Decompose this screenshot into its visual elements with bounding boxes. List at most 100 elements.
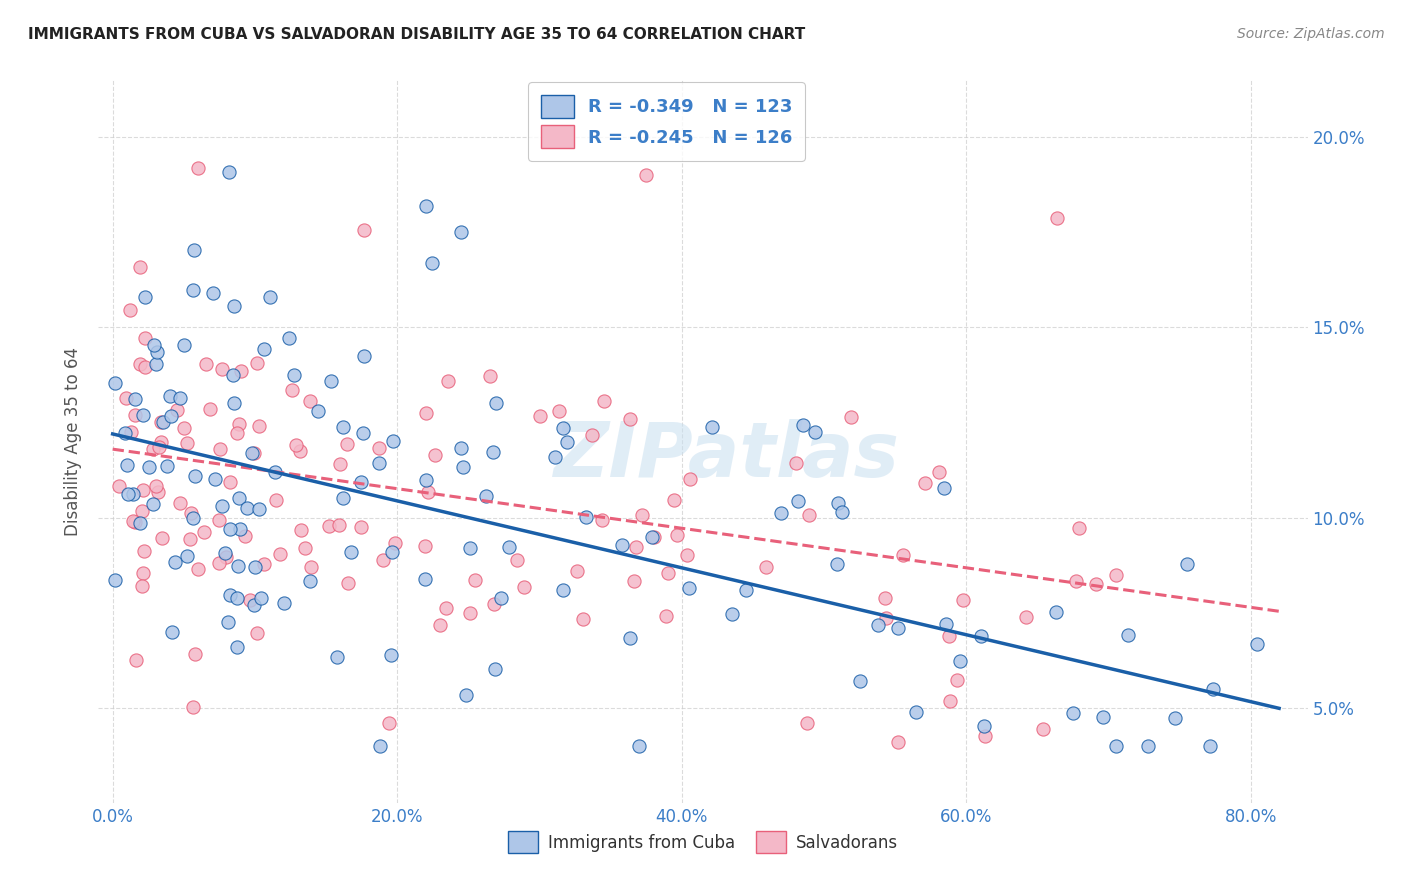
Point (114, 425, 136, 440)
Point (434, 600, 457, 615)
Point (1064, 574, 1087, 588)
Point (655, 608, 678, 623)
Point (218, 588, 240, 602)
Point (122, 487, 145, 501)
Point (422, 256, 444, 270)
Point (240, 445, 263, 459)
Point (228, 491, 250, 505)
Point (474, 489, 496, 503)
Point (173, 421, 195, 435)
Point (176, 549, 198, 563)
Point (204, 472, 226, 486)
Point (1104, 568, 1126, 582)
Point (624, 541, 647, 555)
Point (630, 508, 652, 522)
Point (415, 473, 437, 487)
Point (218, 522, 240, 536)
Point (134, 359, 156, 374)
Point (678, 472, 700, 486)
Point (875, 611, 897, 625)
Point (464, 574, 486, 588)
Point (567, 564, 589, 578)
Point (866, 617, 889, 632)
Point (104, 376, 127, 391)
Point (973, 719, 995, 733)
Point (380, 648, 402, 662)
Point (735, 582, 758, 597)
Point (290, 523, 312, 537)
Point (218, 165, 240, 179)
Point (129, 260, 152, 274)
Point (132, 566, 155, 580)
Point (148, 440, 170, 454)
Point (914, 475, 936, 490)
Point (339, 545, 361, 559)
Point (184, 469, 207, 483)
Text: IMMIGRANTS FROM CUBA VS SALVADORAN DISABILITY AGE 35 TO 64 CORRELATION CHART: IMMIGRANTS FROM CUBA VS SALVADORAN DISAB… (28, 27, 806, 42)
Point (299, 574, 322, 589)
Point (224, 396, 246, 410)
Point (1105, 739, 1128, 753)
Point (415, 199, 437, 213)
Point (785, 456, 807, 470)
Point (382, 434, 405, 448)
Point (181, 700, 204, 714)
Point (415, 406, 437, 420)
Point (250, 591, 273, 605)
Point (848, 673, 870, 688)
Point (247, 419, 270, 434)
Point (623, 574, 645, 588)
Point (252, 342, 274, 356)
Point (283, 368, 305, 383)
Point (226, 426, 249, 441)
Point (129, 516, 152, 531)
Point (636, 169, 658, 183)
Point (368, 456, 391, 470)
Point (352, 426, 374, 441)
Point (839, 409, 862, 424)
Point (384, 535, 406, 549)
Point (460, 541, 482, 555)
Point (134, 330, 156, 344)
Text: Source: ZipAtlas.com: Source: ZipAtlas.com (1237, 27, 1385, 41)
Point (138, 460, 160, 475)
Point (143, 338, 166, 352)
Point (208, 442, 231, 457)
Point (181, 283, 204, 297)
Point (160, 409, 183, 423)
Point (423, 448, 446, 462)
Point (149, 435, 172, 450)
Point (489, 591, 512, 606)
Point (124, 408, 146, 422)
Point (131, 579, 153, 593)
Point (1202, 681, 1225, 696)
Text: ZIPatlas: ZIPatlas (554, 419, 900, 493)
Point (498, 540, 520, 554)
Point (215, 550, 238, 565)
Point (173, 338, 195, 352)
Point (214, 546, 236, 560)
Point (231, 364, 253, 378)
Point (575, 509, 598, 524)
Point (337, 575, 360, 590)
Point (225, 591, 247, 605)
Point (134, 543, 156, 558)
Point (350, 475, 373, 489)
Point (266, 493, 288, 508)
Point (259, 290, 281, 304)
Point (146, 485, 169, 500)
Point (239, 593, 262, 607)
Point (479, 369, 502, 384)
Point (368, 739, 391, 753)
Point (429, 618, 451, 632)
Point (328, 518, 350, 533)
Point (413, 539, 436, 553)
Point (970, 629, 993, 643)
Point (657, 566, 679, 581)
Point (332, 491, 354, 505)
Point (887, 734, 910, 748)
Point (416, 485, 439, 500)
Point (700, 420, 723, 434)
Point (1175, 557, 1198, 571)
Point (156, 458, 179, 473)
